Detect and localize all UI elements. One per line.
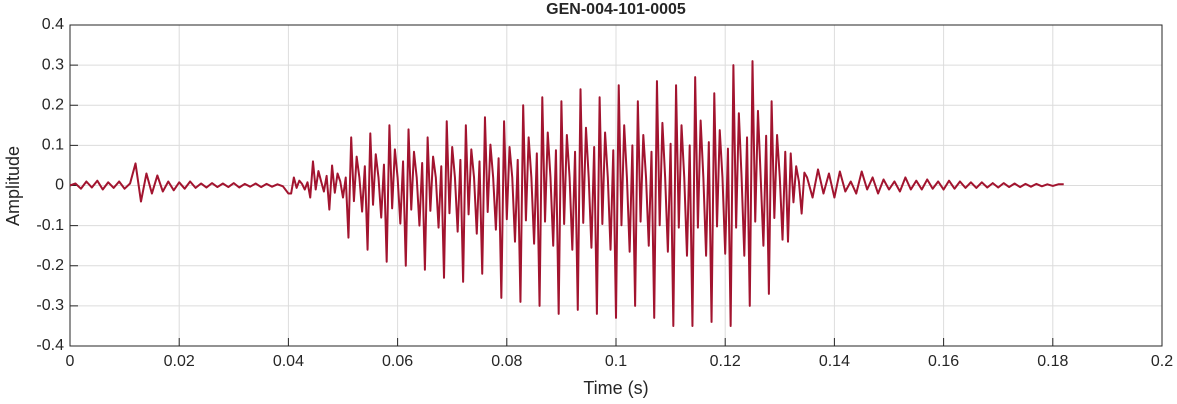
x-tick-label: 0.2 xyxy=(1151,353,1173,370)
x-tick-label: 0 xyxy=(66,353,75,370)
x-tick-label: 0.1 xyxy=(605,353,627,370)
y-tick-label: -0.1 xyxy=(36,217,64,234)
x-axis-label: Time (s) xyxy=(583,378,648,398)
y-tick-label: 0.4 xyxy=(42,16,64,33)
x-tick-label: 0.06 xyxy=(382,353,413,370)
x-tick-label: 0.16 xyxy=(928,353,959,370)
chart-title: GEN-004-101-0005 xyxy=(546,1,686,18)
x-tick-label: 0.12 xyxy=(710,353,741,370)
y-tick-label: -0.3 xyxy=(36,297,64,314)
y-axis-label: Amplitude xyxy=(3,146,23,226)
x-tick-label: 0.08 xyxy=(491,353,522,370)
y-tick-label: -0.2 xyxy=(36,257,64,274)
y-tick-label: 0.3 xyxy=(42,56,64,73)
waveform-line xyxy=(69,60,1064,327)
y-tick-label: -0.4 xyxy=(36,337,64,354)
y-tick-label: 0 xyxy=(55,177,64,194)
x-tick-label: 0.18 xyxy=(1037,353,1068,370)
x-tick-label: 0.14 xyxy=(819,353,850,370)
x-tick-label: 0.04 xyxy=(273,353,304,370)
x-tick-label: 0.02 xyxy=(164,353,195,370)
y-tick-label: 0.1 xyxy=(42,137,64,154)
y-tick-label: 0.2 xyxy=(42,96,64,113)
